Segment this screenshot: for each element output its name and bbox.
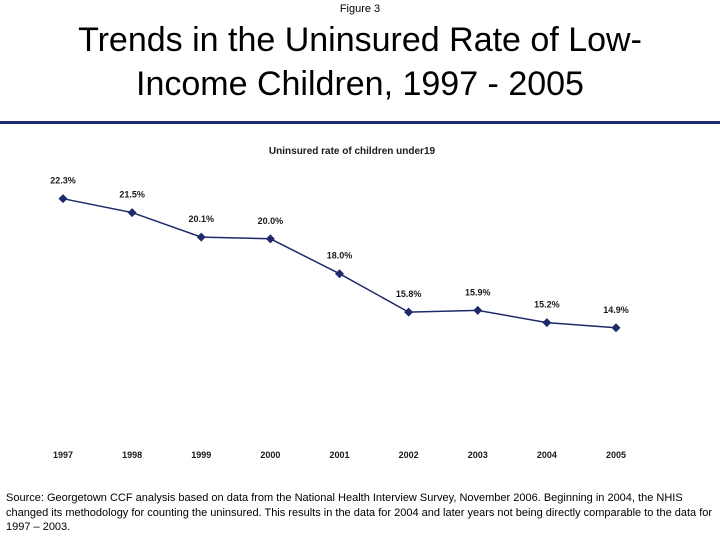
x-axis-tick-labels: 1997 1998 1999 2000 2001 2002 2003 2004 2005 — [53, 450, 626, 460]
data-label: 15.9% — [465, 287, 491, 297]
data-label: 20.1% — [188, 214, 214, 224]
title-line-1: Trends in the Uninsured Rate of Low- — [78, 21, 642, 59]
series-line — [62, 197, 617, 329]
data-point-marker — [265, 234, 275, 244]
x-tick-label: 1998 — [122, 450, 142, 460]
x-tick-label: 2000 — [260, 450, 280, 460]
figure-label: Figure 3 — [339, 3, 381, 15]
page-title: Trends in the Uninsured Rate of Low- Inc… — [0, 18, 720, 106]
x-tick-label: 1997 — [53, 450, 73, 460]
data-label: 15.2% — [534, 300, 560, 310]
data-label: 21.5% — [119, 190, 145, 200]
data-label: 18.0% — [327, 251, 353, 261]
data-label: 22.3% — [50, 176, 76, 186]
data-point-marker — [542, 318, 552, 328]
title-divider — [0, 121, 720, 124]
source-note: Source: Georgetown CCF analysis based on… — [6, 492, 713, 533]
data-point-marker — [611, 323, 621, 333]
series-markers — [58, 194, 621, 333]
x-tick-label: 2002 — [399, 450, 419, 460]
data-point-marker — [473, 305, 483, 315]
data-point-marker — [58, 194, 68, 204]
x-tick-label: 2003 — [468, 450, 488, 460]
data-label: 20.0% — [258, 216, 284, 226]
x-tick-label: 2001 — [329, 450, 349, 460]
chart-title: Uninsured rate of children under19 — [269, 146, 436, 157]
x-tick-label: 2005 — [606, 450, 626, 460]
x-tick-label: 2004 — [537, 450, 557, 460]
data-labels: 22.3% 21.5% 20.1% 20.0% 18.0% 15.8% 15.9% 15.2%… — [50, 176, 629, 315]
data-point-marker — [196, 232, 206, 242]
data-label: 15.8% — [396, 289, 422, 299]
title-line-2: Income Children, 1997 - 2005 — [136, 65, 584, 103]
data-point-marker — [335, 269, 344, 279]
data-point-marker — [127, 208, 137, 218]
x-tick-label: 1999 — [191, 450, 211, 460]
data-label: 14.9% — [603, 305, 629, 315]
data-point-marker — [404, 307, 414, 317]
